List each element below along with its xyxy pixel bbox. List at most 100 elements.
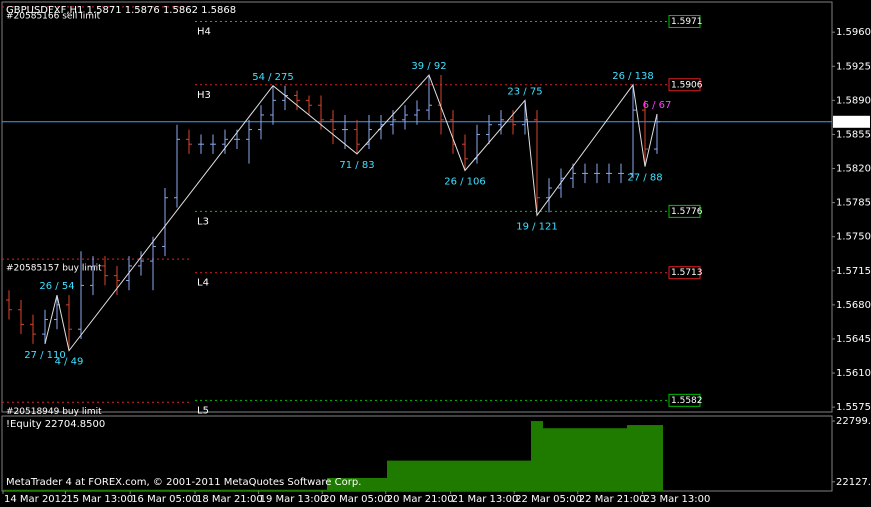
x-tick-label: 14 Mar 2012: [4, 494, 67, 505]
y-tick-label: 1.5575: [836, 402, 871, 413]
level-name: H4: [197, 26, 211, 37]
x-tick-label: 21 Mar 13:00: [452, 494, 519, 505]
y-tick-label: 1.5680: [836, 300, 871, 311]
equity-bar: [51, 489, 63, 491]
zigzag-label: 71 / 83: [339, 160, 374, 171]
equity-bar: [327, 477, 339, 491]
equity-bar: [435, 460, 447, 491]
equity-bar: [651, 425, 663, 491]
zigzag-label: 27 / 110: [24, 350, 66, 361]
equity-bar: [591, 428, 603, 491]
zigzag-label: 27 / 88: [627, 173, 662, 184]
equity-bar: [459, 460, 471, 491]
equity-bar: [207, 489, 219, 491]
equity-bar: [423, 460, 435, 491]
equity-bar: [159, 489, 171, 491]
equity-bar: [447, 460, 459, 491]
equity-bar: [171, 489, 183, 491]
level-box: [668, 204, 701, 218]
equity-label: !Equity 22704.8500: [6, 419, 105, 430]
x-tick-label: 22 Mar 05:00: [515, 494, 582, 505]
x-tick-label: 20 Mar 21:00: [387, 494, 454, 505]
current-price-box: [833, 115, 870, 128]
x-tick-label: 19 Mar 13:00: [260, 494, 327, 505]
equity-bar: [75, 489, 87, 491]
zigzag-label: 26 / 54: [39, 281, 74, 292]
y-tick-label: 1.5820: [836, 164, 871, 175]
zigzag-label: 6 / 67: [643, 100, 672, 111]
equity-bar: [399, 460, 411, 491]
x-tick-label: 22 Mar 21:00: [579, 494, 646, 505]
zigzag-label: 4 / 49: [55, 357, 84, 368]
equity-bar: [507, 460, 519, 491]
equity-bar: [147, 489, 159, 491]
level-name: L4: [197, 278, 209, 289]
x-tick-label: 20 Mar 05:00: [323, 494, 390, 505]
zigzag-label: 23 / 75: [507, 86, 542, 97]
equity-bar: [219, 489, 231, 491]
equity-bar: [603, 428, 615, 491]
y-tick-label: 1.5750: [836, 232, 871, 243]
equity-bar: [39, 489, 51, 491]
equity-bar: [279, 489, 291, 491]
equity-bar: [195, 489, 207, 491]
level-name: L3: [197, 216, 209, 227]
zigzag: [44, 74, 658, 352]
level-price: 1.5971: [671, 17, 703, 27]
level-box: [668, 14, 701, 28]
zigzag-label: 39 / 92: [411, 61, 446, 72]
equity-bar: [255, 489, 267, 491]
equity-bar: [267, 489, 279, 491]
equity-bar: [135, 489, 147, 491]
equity-bar: [15, 489, 27, 491]
equity-bar: [555, 428, 567, 491]
y-tick-label: 1.5645: [836, 334, 871, 345]
equity-bar: [471, 460, 483, 491]
zigzag-label: 26 / 138: [612, 71, 654, 82]
zigzag-label: 19 / 121: [516, 221, 558, 232]
level-box: [668, 78, 701, 92]
x-tick-label: 16 Mar 05:00: [131, 494, 198, 505]
equity-bar: [303, 489, 315, 491]
equity-bar: [519, 460, 531, 491]
level-price: 1.5713: [671, 268, 703, 278]
main-pane: [1, 1, 833, 413]
x-tick-label: 18 Mar 21:00: [196, 494, 263, 505]
equity-bar: [3, 489, 15, 491]
equity-bar: [315, 489, 327, 491]
footer: MetaTrader 4 at FOREX.com, © 2001-2011 M…: [6, 477, 361, 488]
y-tick-label: 1.5855: [836, 129, 871, 140]
y-tick-label: 1.5960: [836, 27, 871, 38]
chart-title: GBPUSDFXF,H1 1.5871 1.5876 1.5862 1.5868: [6, 5, 236, 16]
current-price-label: 1.5868: [835, 117, 870, 128]
equity-bar: [111, 489, 123, 491]
x-tick-label: 15 Mar 13:00: [66, 494, 133, 505]
level-name: H3: [197, 90, 211, 101]
equity-bar: [291, 489, 303, 491]
equity-bar: [531, 421, 543, 491]
equity-bar: [495, 460, 507, 491]
equity-bar: [375, 477, 387, 491]
equity-bar: [483, 460, 495, 491]
level-price: 1.5776: [671, 207, 703, 217]
equity-tick-label: 22127.3: [836, 477, 871, 488]
y-tick-label: 1.5715: [836, 266, 871, 277]
equity-bar: [87, 489, 99, 491]
level-box: [668, 393, 701, 407]
zigzag-label: 26 / 106: [444, 176, 486, 187]
equity-bar: [243, 489, 255, 491]
level-price: 1.5906: [671, 80, 703, 90]
equity-bar: [387, 460, 399, 491]
zigzag-label: 54 / 275: [252, 72, 294, 83]
order-label: #20518949 buy limit: [6, 407, 102, 417]
level-price: 1.5582: [671, 396, 703, 406]
equity-bar: [63, 489, 75, 491]
equity-bar: [579, 428, 591, 491]
equity-bar: [183, 489, 195, 491]
equity-bar: [99, 489, 111, 491]
y-tick-label: 1.5785: [836, 198, 871, 209]
equity-bar: [363, 477, 375, 491]
equity-bar: [339, 477, 351, 491]
equity-bar: [627, 425, 639, 491]
